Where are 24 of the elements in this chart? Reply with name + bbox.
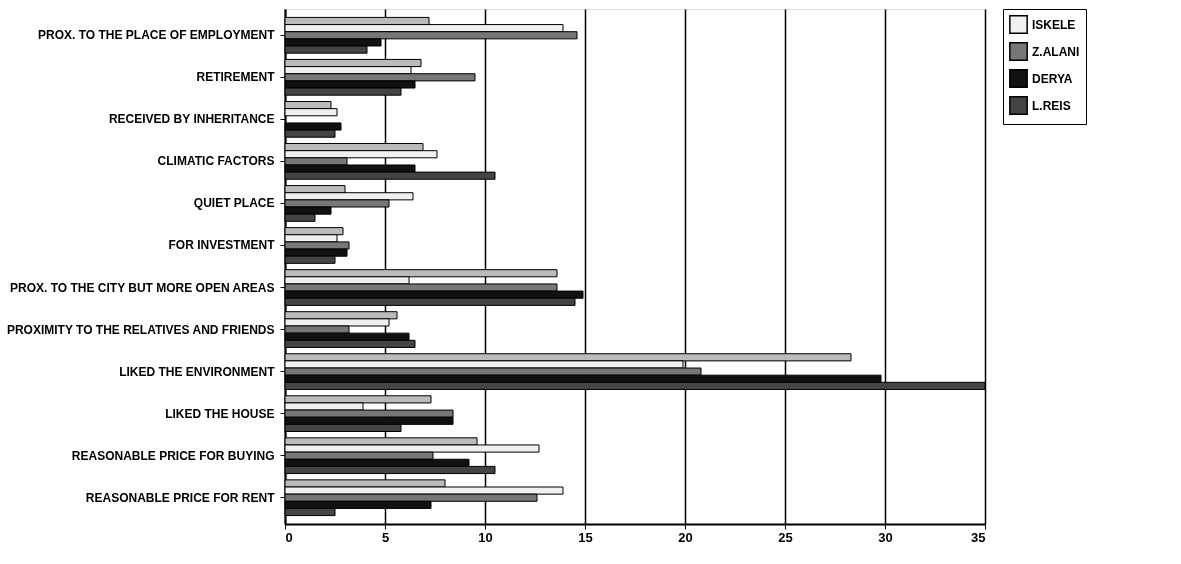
x-tick-label: 10 [478,529,493,545]
y-tick-label: REASONABLE PRICE FOR BUYING [71,448,275,463]
y-tick-label: FOR INVESTMENT [168,238,276,253]
y-tick-label: RECEIVED BY INHERITANCE [108,112,275,127]
x-tick-label: 30 [878,529,893,545]
y-tick-label: QUIET PLACE [193,196,275,211]
x-tick-label: 5 [381,529,390,545]
x-tick-label: 15 [578,529,593,545]
x-tick-label: 0 [285,529,293,545]
x-tick-label: 25 [778,529,793,545]
y-tick-label: PROX. TO THE CITY BUT MORE OPEN AREAS [10,280,275,295]
legend-label: L.REIS [1032,98,1071,113]
legend-label: ISKELE [1032,17,1076,32]
legend-label: Z.ALANI [1032,44,1080,59]
x-tick-label: 35 [971,529,986,545]
y-tick-label: LIKED THE ENVIRONMENT [119,364,276,379]
y-tick-label: PROXIMITY TO THE RELATIVES AND FRIENDS [6,322,275,337]
y-tick-label: LIKED THE HOUSE [165,406,275,421]
legend-label: DERYA [1032,71,1073,86]
y-tick-label: REASONABLE PRICE FOR RENT [85,490,276,505]
y-tick-label: CLIMATIC FACTORS [157,154,275,169]
x-tick-label: 20 [678,529,693,545]
y-tick-label: RETIREMENT [196,70,276,85]
y-tick-label: PROX. TO THE PLACE OF EMPLOYMENT [38,28,276,43]
